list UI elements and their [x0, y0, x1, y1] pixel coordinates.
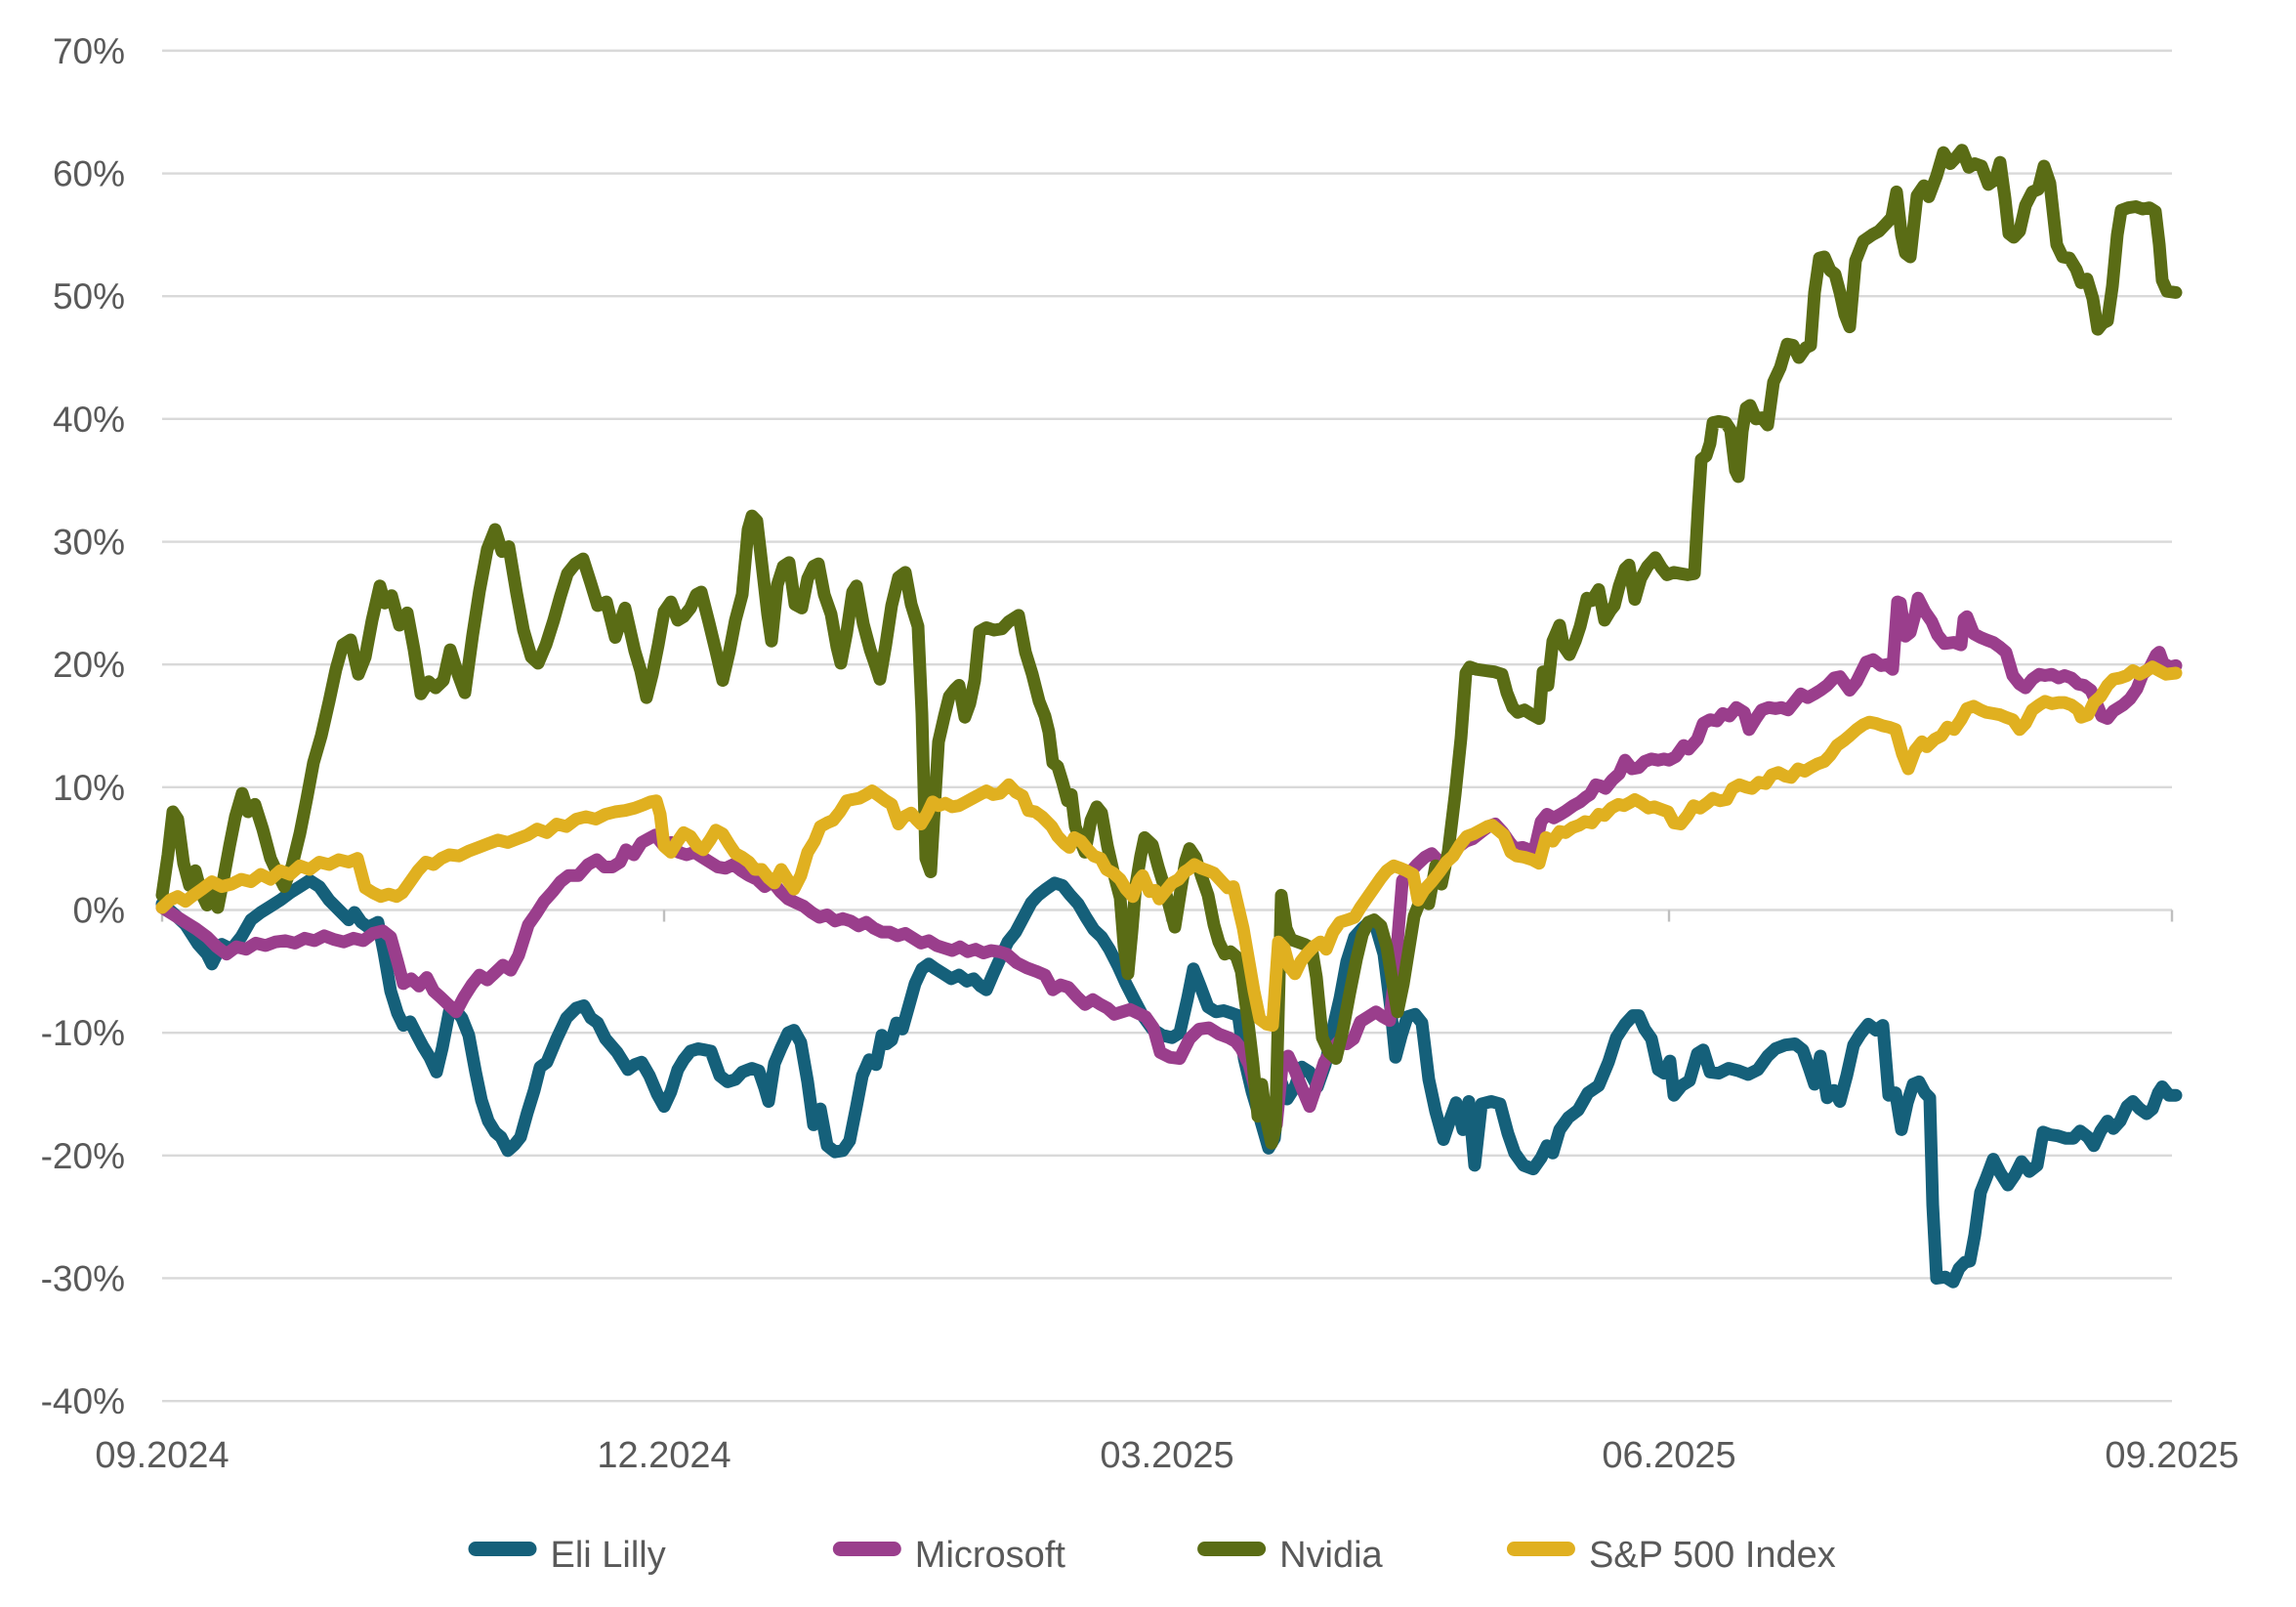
x-tick-label: 03.2025 [1100, 1435, 1233, 1476]
legend-swatch [1197, 1542, 1267, 1556]
legend-swatch [468, 1542, 537, 1556]
x-axis-labels: 09.2024 12.2024 03.2025 06.2025 09.2025 [95, 1435, 2238, 1476]
x-tick-label: 09.2024 [95, 1435, 229, 1476]
y-axis-labels: 70% 60% 50% 40% 30% 20% 10% 0% -10% -20% -30% -40% [41, 31, 125, 1421]
legend-swatch [832, 1542, 901, 1556]
legend-item-eli-lilly: Eli Lilly [468, 1535, 666, 1576]
y-tick-label: 0% [73, 891, 125, 931]
y-tick-label: 20% [53, 645, 125, 685]
x-tick-label: 09.2025 [2105, 1435, 2238, 1476]
legend-item-microsoft: Microsoft [832, 1535, 1066, 1576]
series-lines [155, 144, 2183, 1289]
series-line-microsoft [155, 591, 2183, 1131]
x-tick-label: 12.2024 [597, 1435, 731, 1476]
y-tick-label: 10% [53, 768, 125, 808]
legend-label: Microsoft [915, 1535, 1066, 1576]
series-line-nvidia [155, 144, 2183, 1150]
y-tick-label: 30% [53, 523, 125, 563]
x-tick-label: 06.2025 [1602, 1435, 1735, 1476]
y-tick-label: 60% [53, 154, 125, 194]
legend-label: Eli Lilly [551, 1535, 666, 1576]
legend-item-s-p-500-index: S&P 500 Index [1506, 1535, 1836, 1576]
legend-swatch [1506, 1542, 1575, 1556]
y-tick-label: -40% [41, 1381, 125, 1421]
legend-label: Nvidia [1279, 1535, 1383, 1576]
legend-item-nvidia: Nvidia [1197, 1535, 1384, 1576]
y-tick-label: -30% [41, 1258, 125, 1298]
y-tick-label: 70% [53, 31, 125, 71]
y-tick-label: -20% [41, 1136, 125, 1176]
legend-label: S&P 500 Index [1589, 1535, 1836, 1576]
series-line-s-p-500-index [155, 660, 2183, 1033]
series-line-eli-lilly [155, 873, 2183, 1289]
y-tick-label: 40% [53, 400, 125, 440]
y-tick-label: 50% [53, 276, 125, 317]
y-tick-label: -10% [41, 1013, 125, 1053]
legend: Eli Lilly Microsoft Nvidia S&P 500 Index [468, 1535, 1836, 1576]
